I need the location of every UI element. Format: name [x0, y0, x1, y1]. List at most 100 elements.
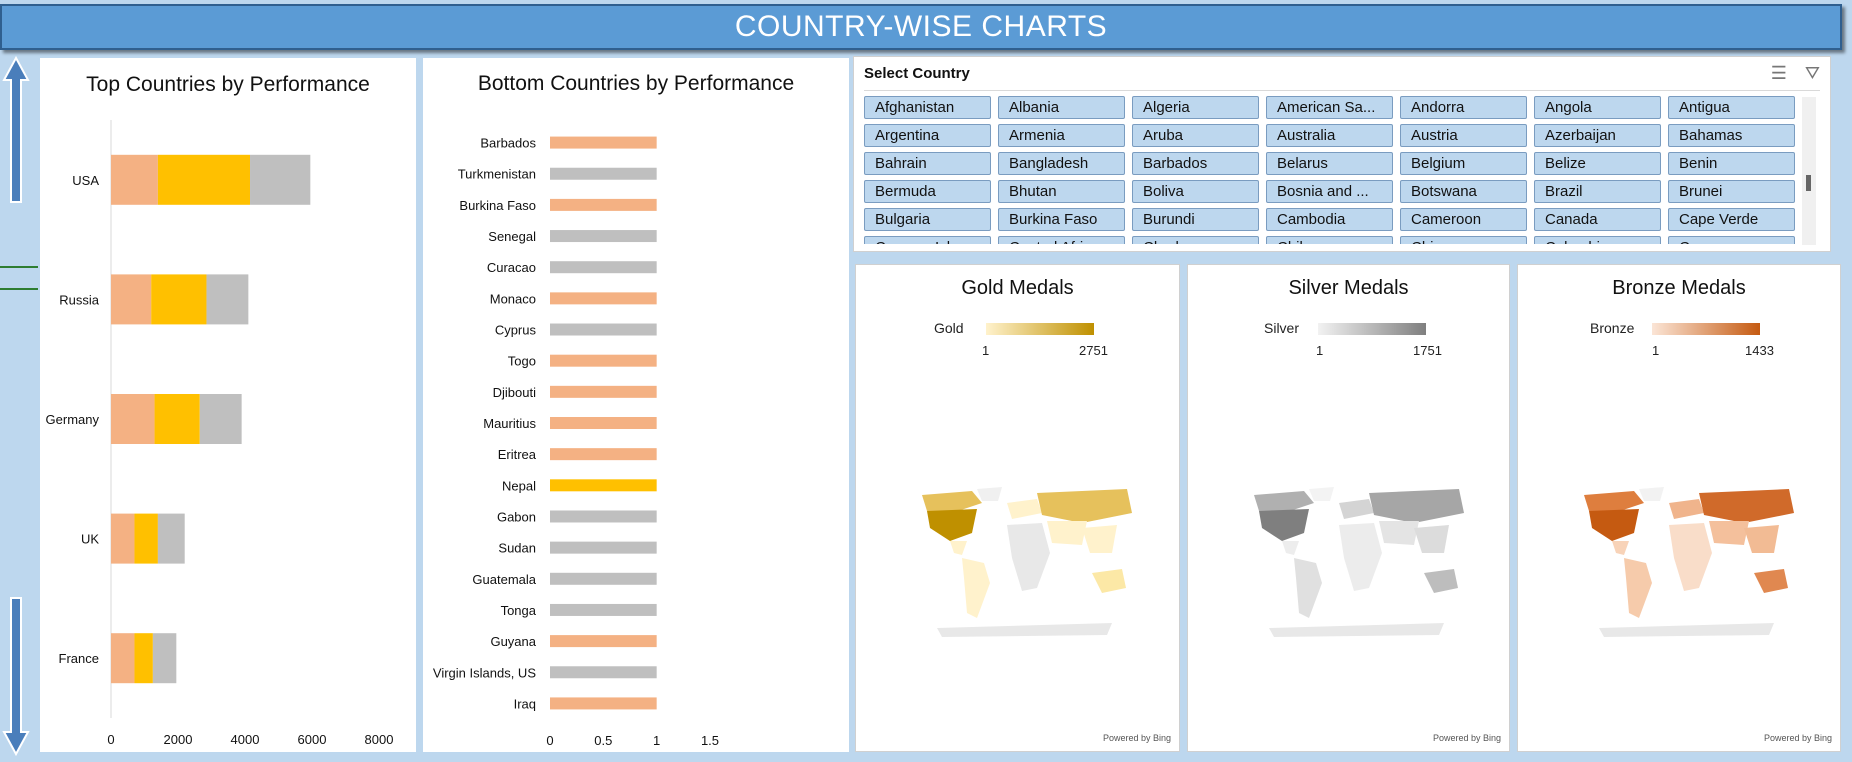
slicer-item[interactable]: Belize: [1534, 152, 1661, 175]
slicer-item[interactable]: Boliva: [1132, 180, 1259, 203]
bar: [550, 541, 657, 554]
bar-segment: [206, 274, 249, 325]
bar: [550, 385, 657, 398]
category-label: Virgin Islands, US: [433, 665, 536, 680]
category-label: Russia: [59, 292, 100, 307]
slicer-item[interactable]: Aruba: [1132, 124, 1259, 147]
category-label: Djibouti: [493, 385, 536, 400]
slicer-item[interactable]: Chad: [1132, 236, 1259, 244]
bar-segment: [250, 154, 311, 205]
bar-segment: [199, 394, 242, 444]
bar: [550, 572, 657, 585]
slicer-item[interactable]: Argentina: [864, 124, 991, 147]
map-title: Bronze Medals: [1612, 277, 1746, 299]
category-label: Mauritius: [483, 416, 536, 431]
clear-filter-icon[interactable]: ⛛: [1804, 63, 1820, 83]
legend-label: Bronze: [1590, 320, 1635, 336]
slicer-item[interactable]: Albania: [998, 96, 1125, 119]
slicer-item[interactable]: Bermuda: [864, 180, 991, 203]
slicer-scrollbar-thumb[interactable]: [1806, 175, 1811, 191]
bar-segment: [152, 633, 177, 684]
slicer-item[interactable]: American Sa...: [1266, 96, 1393, 119]
category-label: Barbados: [480, 136, 536, 151]
world-map[interactable]: [1244, 483, 1469, 643]
country-slicer: Select Country ☰ ⛛ Afghanistan Albania Alg…: [853, 56, 1831, 252]
slicer-item[interactable]: Bhutan: [998, 180, 1125, 203]
bar: [550, 261, 657, 274]
x-tick-label: 6000: [298, 732, 327, 747]
slicer-item[interactable]: China: [1400, 236, 1527, 244]
category-label: Germany: [46, 412, 100, 427]
slicer-item[interactable]: Bulgaria: [864, 208, 991, 231]
category-label: Iraq: [514, 696, 536, 711]
bar: [550, 323, 657, 336]
slicer-item[interactable]: Cambodia: [1266, 208, 1393, 231]
slicer-item[interactable]: Botswana: [1400, 180, 1527, 203]
slicer-item[interactable]: Belarus: [1266, 152, 1393, 175]
slicer-item[interactable]: Bahamas: [1668, 124, 1795, 147]
x-tick-label: 0: [107, 732, 114, 747]
bar: [550, 479, 657, 492]
slicer-item[interactable]: Antigua: [1668, 96, 1795, 119]
bar-segment: [157, 513, 185, 564]
slicer-item[interactable]: Angola: [1534, 96, 1661, 119]
category-label: Togo: [508, 354, 536, 369]
category-label: Senegal: [488, 229, 536, 244]
map-title: Gold Medals: [961, 277, 1074, 299]
category-label: USA: [72, 173, 99, 188]
scroll-up-arrow-icon[interactable]: [2, 56, 30, 206]
bar: [550, 417, 657, 429]
slicer-item[interactable]: Algeria: [1132, 96, 1259, 119]
bar: [550, 354, 657, 367]
slicer-item[interactable]: Burundi: [1132, 208, 1259, 231]
slicer-item[interactable]: Cameroon: [1400, 208, 1527, 231]
bar-segment: [154, 394, 200, 444]
slicer-items: Afghanistan Albania Algeria American Sa... A…: [864, 96, 1799, 244]
slicer-item[interactable]: Bahrain: [864, 152, 991, 175]
world-map[interactable]: [1574, 483, 1799, 643]
slicer-item[interactable]: Bosnia and ...: [1266, 180, 1393, 203]
slicer-divider: [864, 90, 1820, 91]
legend-min: 1: [982, 343, 990, 358]
slicer-item[interactable]: Central Afri...: [998, 236, 1125, 244]
slicer-item[interactable]: Cape Verde: [1668, 208, 1795, 231]
slicer-item[interactable]: Andorra: [1400, 96, 1527, 119]
legend-gradient: [1652, 323, 1760, 335]
slicer-item[interactable]: Belgium: [1400, 152, 1527, 175]
category-label: Gabon: [497, 509, 536, 524]
legend-min: 1: [1316, 343, 1324, 358]
powered-by-bing: Powered by Bing: [1432, 733, 1501, 743]
bar-segment: [157, 154, 251, 205]
category-label: UK: [81, 532, 99, 547]
slicer-item[interactable]: Canada: [1534, 208, 1661, 231]
slicer-item[interactable]: Benin: [1668, 152, 1795, 175]
slicer-item[interactable]: Bangladesh: [998, 152, 1125, 175]
slicer-scrollbar[interactable]: [1802, 97, 1816, 245]
slicer-item[interactable]: Afghanistan: [864, 96, 991, 119]
chart-title: Bottom Countries by Performance: [477, 72, 795, 95]
bar: [550, 510, 657, 523]
slicer-item[interactable]: Burkina Faso: [998, 208, 1125, 231]
slicer-item[interactable]: Chile: [1266, 236, 1393, 244]
slicer-item[interactable]: Brazil: [1534, 180, 1661, 203]
slicer-item[interactable]: Armenia: [998, 124, 1125, 147]
legend-max: 1751: [1413, 343, 1442, 358]
powered-by-bing: Powered by Bing: [1102, 733, 1171, 743]
world-map[interactable]: [912, 483, 1137, 643]
slicer-item[interactable]: Barbados: [1132, 152, 1259, 175]
slicer-item[interactable]: Cayman Isl...: [864, 236, 991, 244]
scroll-down-arrow-icon[interactable]: [2, 596, 30, 758]
legend-max: 1433: [1745, 343, 1774, 358]
legend-label: Gold: [934, 320, 964, 336]
legend-label: Silver: [1264, 320, 1300, 336]
slicer-item[interactable]: Brunei: [1668, 180, 1795, 203]
category-label: Turkmenistan: [458, 167, 536, 182]
slicer-item[interactable]: Azerbaijan: [1534, 124, 1661, 147]
legend-max: 2751: [1079, 343, 1108, 358]
slicer-item[interactable]: Colombia: [1534, 236, 1661, 244]
bar-segment: [134, 513, 158, 564]
multi-select-icon[interactable]: ☰: [1770, 63, 1787, 83]
slicer-item[interactable]: Comoros: [1668, 236, 1795, 244]
slicer-item[interactable]: Australia: [1266, 124, 1393, 147]
slicer-item[interactable]: Austria: [1400, 124, 1527, 147]
